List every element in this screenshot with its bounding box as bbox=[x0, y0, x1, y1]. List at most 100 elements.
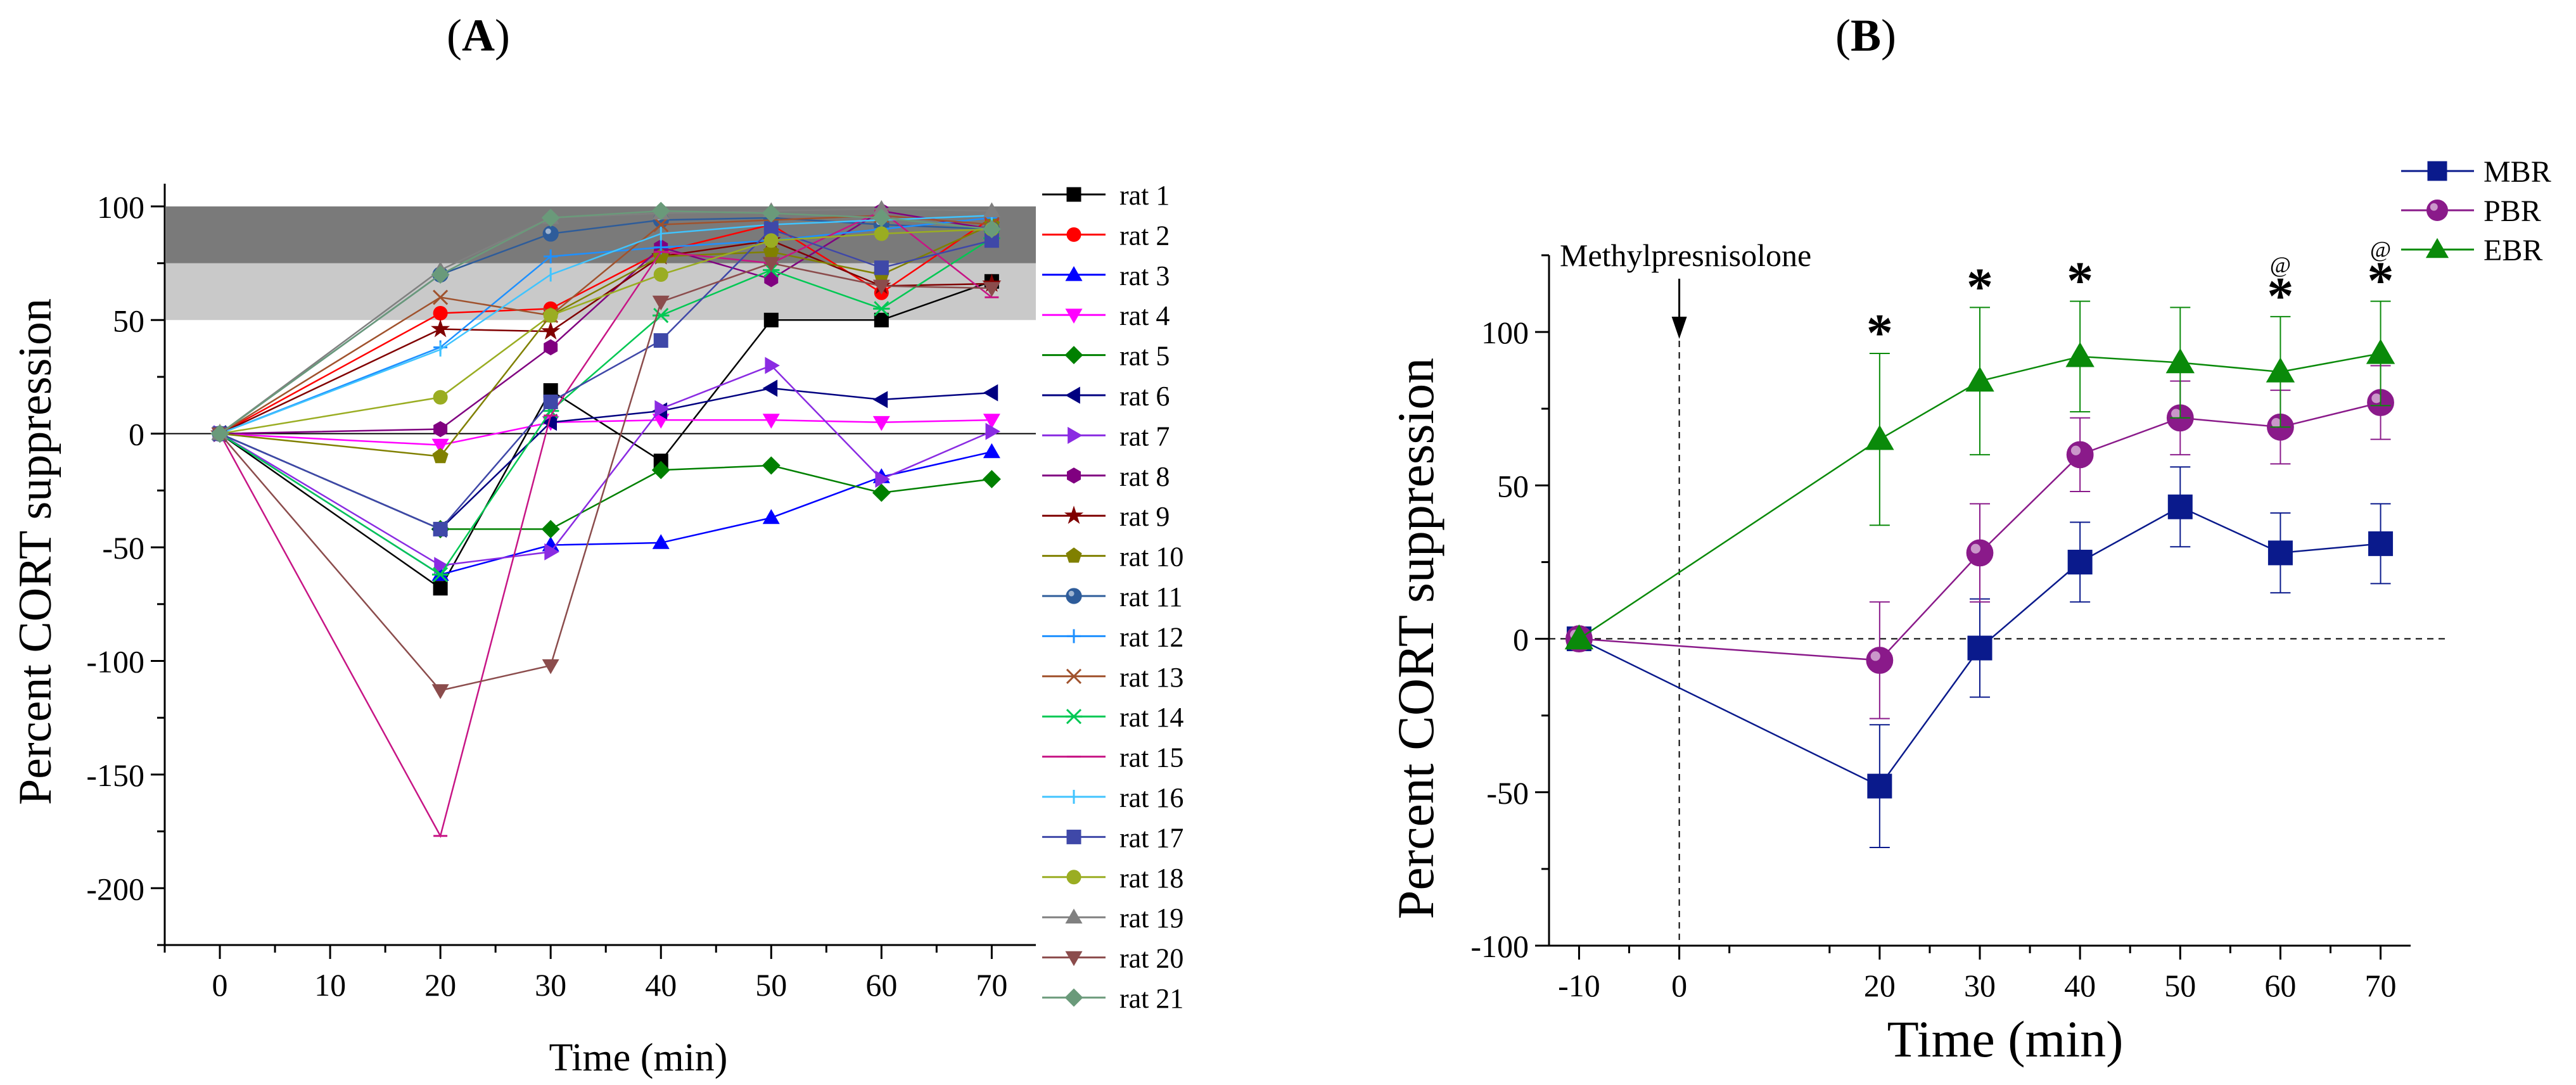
data-point bbox=[983, 202, 1000, 217]
data-point bbox=[652, 534, 670, 549]
x-tick-label: 30 bbox=[535, 967, 566, 1003]
data-point bbox=[764, 271, 779, 288]
y-tick-label: 0 bbox=[1513, 622, 1529, 657]
data-point bbox=[762, 204, 781, 223]
data-point bbox=[872, 483, 891, 502]
data-point bbox=[544, 339, 558, 356]
legend-marker bbox=[1065, 266, 1083, 281]
y-tick-label: -100 bbox=[86, 644, 144, 679]
data-point bbox=[2165, 348, 2195, 374]
legend-item: rat 14 bbox=[1042, 702, 1183, 733]
legend-marker bbox=[1066, 829, 1081, 844]
legend-marker bbox=[1064, 346, 1083, 365]
legend-label: rat 15 bbox=[1119, 742, 1183, 773]
data-point bbox=[872, 416, 890, 431]
annotation-arrow-head bbox=[1671, 317, 1687, 339]
data-point bbox=[653, 308, 670, 324]
legend-label: rat 1 bbox=[1119, 180, 1170, 211]
x-tick-label: 40 bbox=[2064, 968, 2096, 1003]
x-tick-label: -10 bbox=[1558, 968, 1600, 1003]
data-point bbox=[434, 557, 449, 574]
legend-marker bbox=[2427, 161, 2447, 181]
y-tick-label: 50 bbox=[113, 303, 144, 338]
data-point-highlight bbox=[2171, 409, 2181, 419]
legend-marker bbox=[1066, 547, 1082, 563]
significance-star: * bbox=[2368, 251, 2394, 310]
data-point bbox=[653, 267, 668, 282]
legend-marker bbox=[1066, 227, 1081, 242]
legend-label: rat 17 bbox=[1119, 822, 1183, 853]
data-point-highlight bbox=[2070, 445, 2081, 455]
legend-label: EBR bbox=[2484, 234, 2542, 267]
legend-label: rat 4 bbox=[1119, 300, 1170, 331]
legend-item: rat 15 bbox=[1042, 742, 1183, 773]
legend-item: rat 17 bbox=[1042, 822, 1183, 853]
data-point bbox=[541, 321, 561, 340]
x-tick-label: 20 bbox=[424, 967, 456, 1003]
legend-marker bbox=[1065, 908, 1083, 924]
data-point bbox=[985, 422, 1001, 440]
legend-marker bbox=[2426, 200, 2448, 221]
data-point bbox=[874, 226, 889, 241]
legend-label: rat 6 bbox=[1119, 381, 1170, 412]
data-point bbox=[874, 260, 889, 276]
legend-label: rat 11 bbox=[1119, 581, 1183, 612]
series-rat-1 bbox=[212, 274, 999, 596]
data-point bbox=[2066, 441, 2094, 469]
series-line bbox=[219, 281, 992, 590]
y-tick-label: -50 bbox=[102, 530, 144, 566]
panel-b-title: (B) bbox=[1835, 10, 1896, 61]
data-point bbox=[433, 390, 448, 405]
x-tick-label: 0 bbox=[1671, 968, 1687, 1003]
data-point bbox=[983, 282, 1000, 297]
data-point bbox=[2067, 549, 2093, 574]
data-point bbox=[543, 394, 558, 409]
series-MBR bbox=[1566, 466, 2394, 848]
x-tick-label: 30 bbox=[1964, 968, 1996, 1003]
legend-label: rat 3 bbox=[1119, 260, 1170, 291]
x-tick-label: 50 bbox=[2164, 968, 2196, 1003]
legend-marker bbox=[1066, 870, 1081, 885]
legend-label: rat 19 bbox=[1119, 903, 1183, 934]
data-point bbox=[762, 379, 778, 397]
data-point bbox=[1967, 635, 1993, 661]
y-tick-label: 50 bbox=[1497, 468, 1529, 504]
legend-marker bbox=[1064, 988, 1083, 1007]
data-point bbox=[651, 201, 670, 220]
data-point bbox=[652, 295, 670, 311]
x-axis-label: Time (min) bbox=[549, 1036, 728, 1079]
data-point bbox=[432, 448, 449, 464]
series-rat-17 bbox=[212, 222, 999, 536]
data-point bbox=[2366, 339, 2395, 364]
data-point bbox=[2065, 342, 2095, 367]
data-point bbox=[765, 357, 780, 374]
data-point-highlight bbox=[2271, 418, 2281, 428]
x-tick-label: 60 bbox=[2264, 968, 2296, 1003]
legend-label: rat 12 bbox=[1119, 621, 1183, 652]
data-point bbox=[654, 400, 670, 417]
x-tick-label: 0 bbox=[212, 967, 228, 1003]
legend-item: rat 12 bbox=[1042, 621, 1183, 652]
data-point bbox=[651, 460, 670, 479]
y-tick-label: 100 bbox=[97, 189, 144, 225]
legend-marker-highlight bbox=[1068, 590, 1074, 597]
legend-marker bbox=[1065, 308, 1083, 324]
legend-item: rat 6 bbox=[1042, 381, 1170, 412]
legend-label: MBR bbox=[2484, 155, 2551, 189]
data-point bbox=[874, 312, 889, 327]
significance-at: @ bbox=[2370, 237, 2391, 262]
series-line bbox=[219, 419, 992, 446]
panel-a-title: (A) bbox=[447, 10, 510, 61]
legend-label: rat 14 bbox=[1119, 702, 1183, 733]
data-point bbox=[433, 521, 448, 536]
data-point bbox=[763, 312, 779, 327]
legend-item: rat 19 bbox=[1042, 903, 1183, 934]
legend-item: rat 10 bbox=[1042, 542, 1183, 573]
panel-b-title-open: ( bbox=[1835, 10, 1851, 61]
legend-item: rat 7 bbox=[1042, 421, 1170, 452]
data-point bbox=[1865, 424, 1894, 450]
series-rat-21 bbox=[210, 201, 1001, 443]
panel-b-title-close: ) bbox=[1881, 10, 1896, 61]
